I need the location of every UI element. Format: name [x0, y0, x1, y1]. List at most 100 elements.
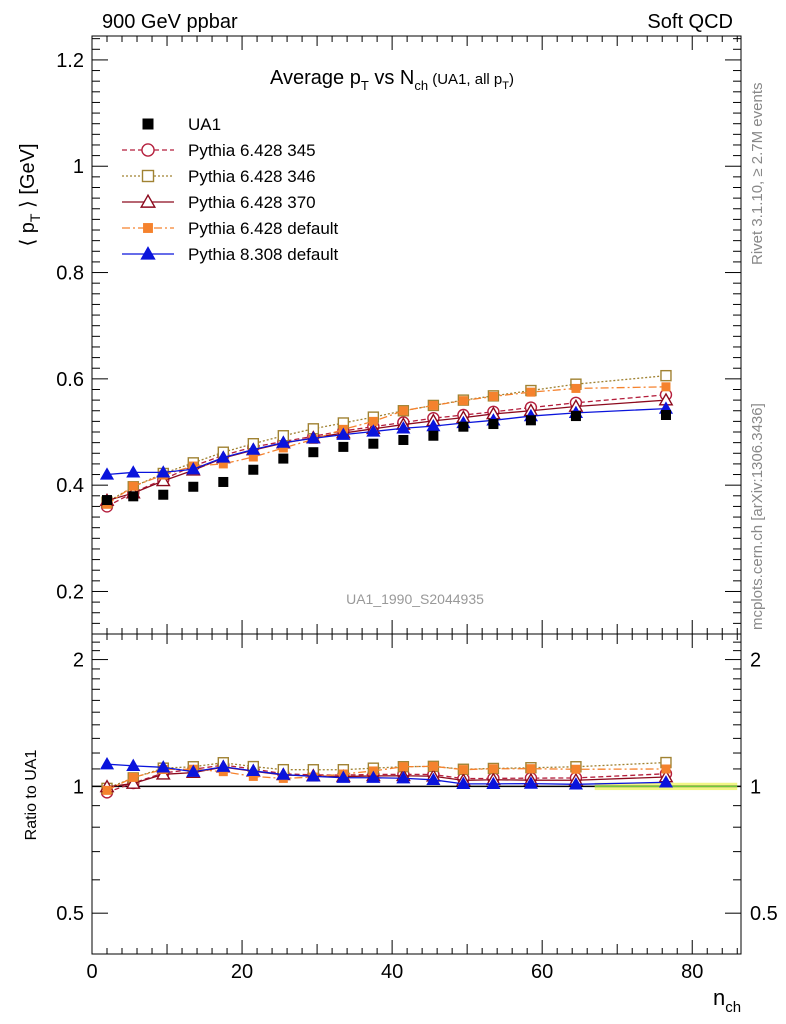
series-3-point	[278, 443, 288, 453]
series-1-point	[660, 369, 672, 382]
legend-marker	[141, 143, 155, 157]
legend-marker	[139, 193, 157, 208]
x-axis-label: nch	[713, 985, 741, 1016]
x-tick-label: 80	[681, 961, 703, 983]
y-tick-label: 0.4	[56, 475, 84, 497]
series-3-point	[488, 391, 498, 401]
ratio-tick-label-right: 0.5	[750, 903, 778, 925]
series-3-point	[248, 452, 258, 462]
data-point	[525, 415, 536, 426]
data-point	[368, 438, 379, 449]
series-4-point	[396, 421, 411, 434]
analysis-label: UA1_1990_S2044935	[346, 591, 484, 607]
y-tick-label: 0.2	[56, 581, 84, 603]
series-3-ratio-point	[128, 772, 138, 782]
series-3-point	[128, 481, 138, 491]
data-point	[102, 495, 113, 506]
series-3-ratio-point	[571, 764, 581, 774]
ratio-tick-label: 2	[73, 650, 84, 672]
series-3-ratio-point	[488, 764, 498, 774]
y-axis-label: ⟨ pT ⟩ [GeV]	[17, 143, 43, 246]
legend-label: Pythia 6.428 346	[188, 167, 316, 186]
series-4-point	[126, 465, 141, 478]
data-point	[308, 447, 319, 458]
ratio-frame	[91, 633, 742, 955]
series-3-point	[526, 387, 536, 397]
y-tick-label: 1	[73, 156, 84, 178]
chart-title: Average pT vs Nch (UA1, all pT)	[270, 67, 514, 93]
series-3-ratio-point	[428, 761, 438, 771]
data-point	[188, 481, 199, 492]
data-point	[278, 453, 289, 464]
x-tick-label: 40	[381, 961, 403, 983]
x-tick-label: 20	[231, 961, 253, 983]
series-4-point	[336, 427, 351, 440]
series-4-point	[276, 435, 291, 448]
data-point	[660, 409, 671, 420]
series-4-ratio-point	[568, 777, 583, 790]
series-4-ratio-point	[523, 776, 538, 789]
x-tick-label: 0	[86, 961, 97, 983]
series-2-ratio-point	[125, 775, 141, 789]
series-3-point	[661, 382, 671, 392]
legend-label: UA1	[188, 115, 221, 134]
data-point	[248, 464, 259, 475]
y-tick-label: 0.8	[56, 263, 84, 285]
series-4-ratio-point	[126, 758, 141, 771]
legend-label: Pythia 6.428 default	[188, 219, 339, 238]
y-tick-label: 1.2	[56, 50, 84, 72]
series-4-ratio-point	[99, 756, 115, 770]
series-1-line	[106, 375, 667, 503]
series-4-ratio-point	[396, 771, 411, 784]
series-4-ratio-point	[426, 772, 441, 785]
legend-label: Pythia 6.428 370	[188, 193, 316, 212]
data-point	[398, 434, 409, 445]
legend-marker	[140, 246, 156, 260]
series-3-ratio-point	[398, 762, 408, 772]
rivet-label: Rivet 3.1.10, ≥ 2.7M events	[749, 83, 766, 266]
data-point	[570, 411, 581, 422]
data-point	[218, 476, 229, 487]
series-4-point	[156, 465, 171, 478]
series-3-ratio-point	[661, 764, 671, 774]
legend-marker	[141, 169, 155, 183]
legend-label: Pythia 8.308 default	[188, 245, 339, 264]
series-4-point	[366, 424, 381, 437]
series-3-point	[458, 396, 468, 406]
series-3-ratio-point	[526, 764, 536, 774]
x-tick-label: 60	[531, 961, 553, 983]
series-3-ratio-point	[248, 771, 258, 781]
ratio-axis-label: Ratio to UA1	[23, 750, 40, 841]
series-3-point	[428, 400, 438, 410]
y-tick-label: 0.6	[56, 369, 84, 391]
header-left: 900 GeV ppbar	[102, 11, 238, 33]
series-4-ratio-point	[658, 775, 674, 788]
series-4-ratio-point	[456, 776, 471, 790]
data-point	[158, 489, 169, 500]
series-4-ratio-point	[186, 764, 201, 777]
series-2-point	[155, 473, 171, 487]
data-point	[128, 491, 139, 502]
series-4-ratio-point	[156, 760, 171, 773]
header-right: Soft QCD	[647, 11, 733, 33]
series-4-ratio-point	[306, 769, 321, 782]
series-4-ratio-point	[246, 763, 261, 776]
series-4-point	[186, 462, 201, 475]
data-point	[338, 441, 349, 452]
ratio-tick-label: 1	[73, 776, 84, 798]
series-4-ratio-point	[366, 770, 381, 783]
series-4-point	[216, 450, 231, 463]
series-3-point	[571, 383, 581, 393]
data-point	[428, 430, 439, 441]
ratio-tick-label: 0.5	[56, 903, 84, 925]
series-3-ratio-point	[458, 765, 468, 775]
series-3-line	[106, 386, 666, 505]
ratio-tick-label-right: 1	[750, 776, 761, 798]
legend-marker	[143, 223, 153, 233]
data-point	[488, 419, 499, 430]
chart-marks: 0 20 40 60 80 0.2 0.4 0.6 0.8 1 1.2 0.5 0.5 1 1 2 2 UA1 Py…	[56, 36, 778, 983]
legend-label: Pythia 6.428 345	[188, 141, 316, 160]
series-4-point	[246, 442, 261, 455]
